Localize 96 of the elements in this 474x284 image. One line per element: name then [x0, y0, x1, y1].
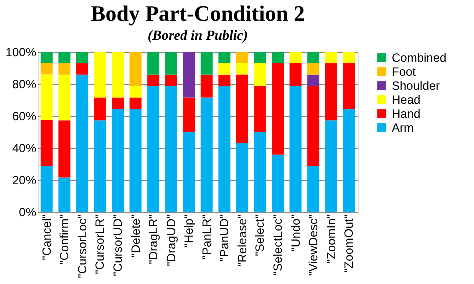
- bar: [183, 52, 196, 98]
- y-tick-label: 20%: [12, 174, 37, 188]
- bar: [236, 74, 248, 144]
- x-tick-label: "DragLR": [146, 214, 161, 264]
- bar: [40, 166, 53, 212]
- bar: [325, 120, 338, 212]
- bar: [343, 63, 356, 110]
- x-tick-label: "Select": [253, 214, 268, 256]
- bar: [272, 52, 284, 64]
- bar: [183, 98, 196, 132]
- bar: [94, 52, 106, 98]
- x-tick-label: "Cancel": [40, 214, 54, 260]
- x-tick-label: "CursorLR": [93, 214, 108, 274]
- bar: [236, 52, 248, 64]
- bar: [148, 52, 160, 75]
- bar: [183, 132, 196, 212]
- bar: [40, 74, 53, 120]
- bar: [58, 178, 71, 212]
- chart-title: Body Part-Condition 2: [91, 1, 305, 26]
- bar: [58, 52, 71, 64]
- bar: [343, 52, 356, 64]
- x-tick-label: "SelectLoc": [271, 214, 285, 276]
- bar: [165, 86, 178, 212]
- bar: [254, 132, 266, 212]
- legend-label: Arm: [392, 121, 414, 135]
- y-tick-label: 0%: [19, 206, 37, 220]
- bar: [290, 63, 302, 86]
- y-tick-label: 40%: [12, 142, 37, 156]
- bar: [76, 74, 88, 212]
- bar: [165, 74, 178, 86]
- bar: [254, 52, 266, 64]
- bar: [76, 52, 88, 64]
- bar: [308, 74, 320, 86]
- legend-label: Shoulder: [392, 79, 440, 93]
- bar: [254, 63, 266, 86]
- x-tick-label: "PanLR": [200, 214, 214, 260]
- bar: [112, 98, 124, 110]
- chart-subtitle: (Bored in Public): [148, 29, 248, 44]
- bar: [200, 52, 213, 75]
- bar: [218, 52, 231, 64]
- bar: [290, 52, 302, 64]
- bar: [40, 52, 53, 64]
- bar: [308, 166, 320, 212]
- bar: [218, 74, 231, 86]
- x-tick-label: "Undo": [288, 214, 303, 252]
- bar: [130, 109, 142, 212]
- x-tick-label: "ZoomIn": [324, 214, 338, 264]
- bar: [325, 52, 338, 64]
- y-tick-label: 100%: [6, 46, 37, 60]
- bar: [236, 63, 248, 75]
- bar: [130, 98, 142, 110]
- bar: [272, 154, 284, 212]
- x-tick-label: "Confirm": [58, 214, 72, 266]
- y-tick-label: 60%: [12, 110, 37, 124]
- x-tick-label: "Help": [182, 214, 196, 248]
- x-tick-label: "Release": [235, 214, 250, 268]
- bar: [200, 98, 213, 212]
- bar: [200, 74, 213, 98]
- x-tick-label: "ZoomOut": [342, 214, 356, 274]
- bar: [254, 86, 266, 132]
- bar: [165, 52, 178, 75]
- bar: [76, 64, 88, 75]
- bar: [308, 86, 320, 166]
- x-tick-label: "Delete": [128, 214, 143, 258]
- legend-label: Foot: [392, 65, 417, 79]
- bar: [40, 120, 53, 166]
- bar: [290, 86, 302, 212]
- x-tick-label: "ViewDesc": [306, 214, 321, 276]
- legend-label: Hand: [392, 107, 421, 121]
- bar: [325, 64, 338, 121]
- bar: [58, 120, 71, 178]
- bar: [94, 98, 106, 121]
- bar: [236, 143, 248, 212]
- bar: [112, 109, 124, 212]
- bar: [308, 52, 320, 64]
- x-tick-label: "PanUD": [218, 214, 232, 262]
- x-tick-label: "CursorUD": [111, 214, 125, 276]
- legend-label: Head: [392, 93, 421, 107]
- bar: [40, 63, 53, 75]
- y-tick-label: 80%: [12, 78, 37, 92]
- bar: [308, 64, 320, 75]
- x-tick-label: "DragUD": [164, 214, 178, 266]
- bar: [343, 109, 356, 212]
- bar: [218, 86, 231, 212]
- x-tick-label: "CursorLoc": [75, 214, 90, 278]
- bar: [130, 52, 142, 86]
- bar: [272, 64, 284, 155]
- bar: [218, 64, 231, 75]
- bar: [58, 64, 71, 75]
- bar: [148, 86, 160, 212]
- bar: [58, 74, 71, 121]
- bar: [130, 86, 142, 98]
- legend-label: Combined: [392, 51, 447, 65]
- bar: [94, 120, 106, 212]
- bar: [112, 52, 124, 98]
- bar: [148, 74, 160, 86]
